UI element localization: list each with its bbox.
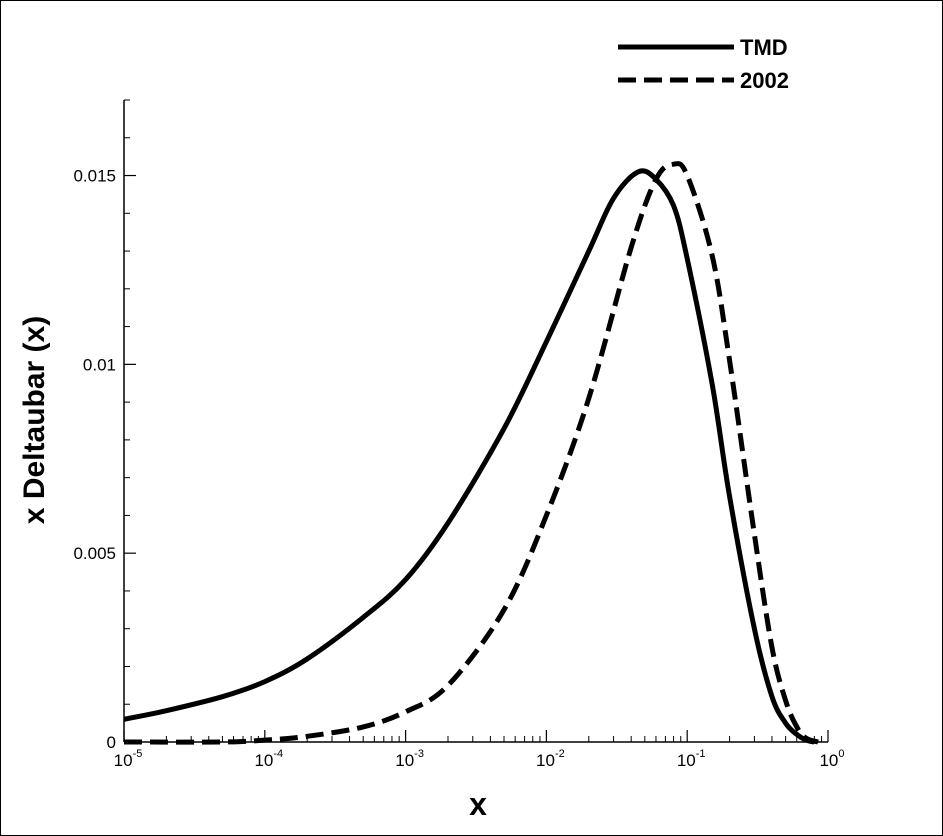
y-tick-label: 0.015 <box>73 167 116 186</box>
curves <box>123 161 819 745</box>
x-tick-label: 10-5 <box>114 748 143 770</box>
y-axis-title: x Deltaubar (x) <box>18 316 51 524</box>
x-tick-label: 10-2 <box>536 748 565 770</box>
legend-label-tmd: TMD <box>740 35 788 60</box>
tick-labels: 10-5 10-4 10-3 10-2 10-1 100 0 0.005 0.01 0.015 <box>73 167 844 770</box>
x-tick-label: 10-4 <box>254 748 283 770</box>
y-tick-label: 0.005 <box>73 544 116 563</box>
x-tick-label: 10-3 <box>395 748 424 770</box>
legend: TMD 2002 <box>618 35 789 93</box>
y-tick-label: 0.01 <box>83 355 116 374</box>
legend-label-2002: 2002 <box>740 68 789 93</box>
y-tick-label: 0 <box>107 733 116 752</box>
x-tick-label: 10-1 <box>677 748 706 770</box>
axes <box>123 99 829 743</box>
series-line-tmd <box>123 168 815 745</box>
x-tick-label: 100 <box>819 748 844 770</box>
series-line-2002 <box>123 161 819 745</box>
x-axis-title: x <box>469 786 487 822</box>
